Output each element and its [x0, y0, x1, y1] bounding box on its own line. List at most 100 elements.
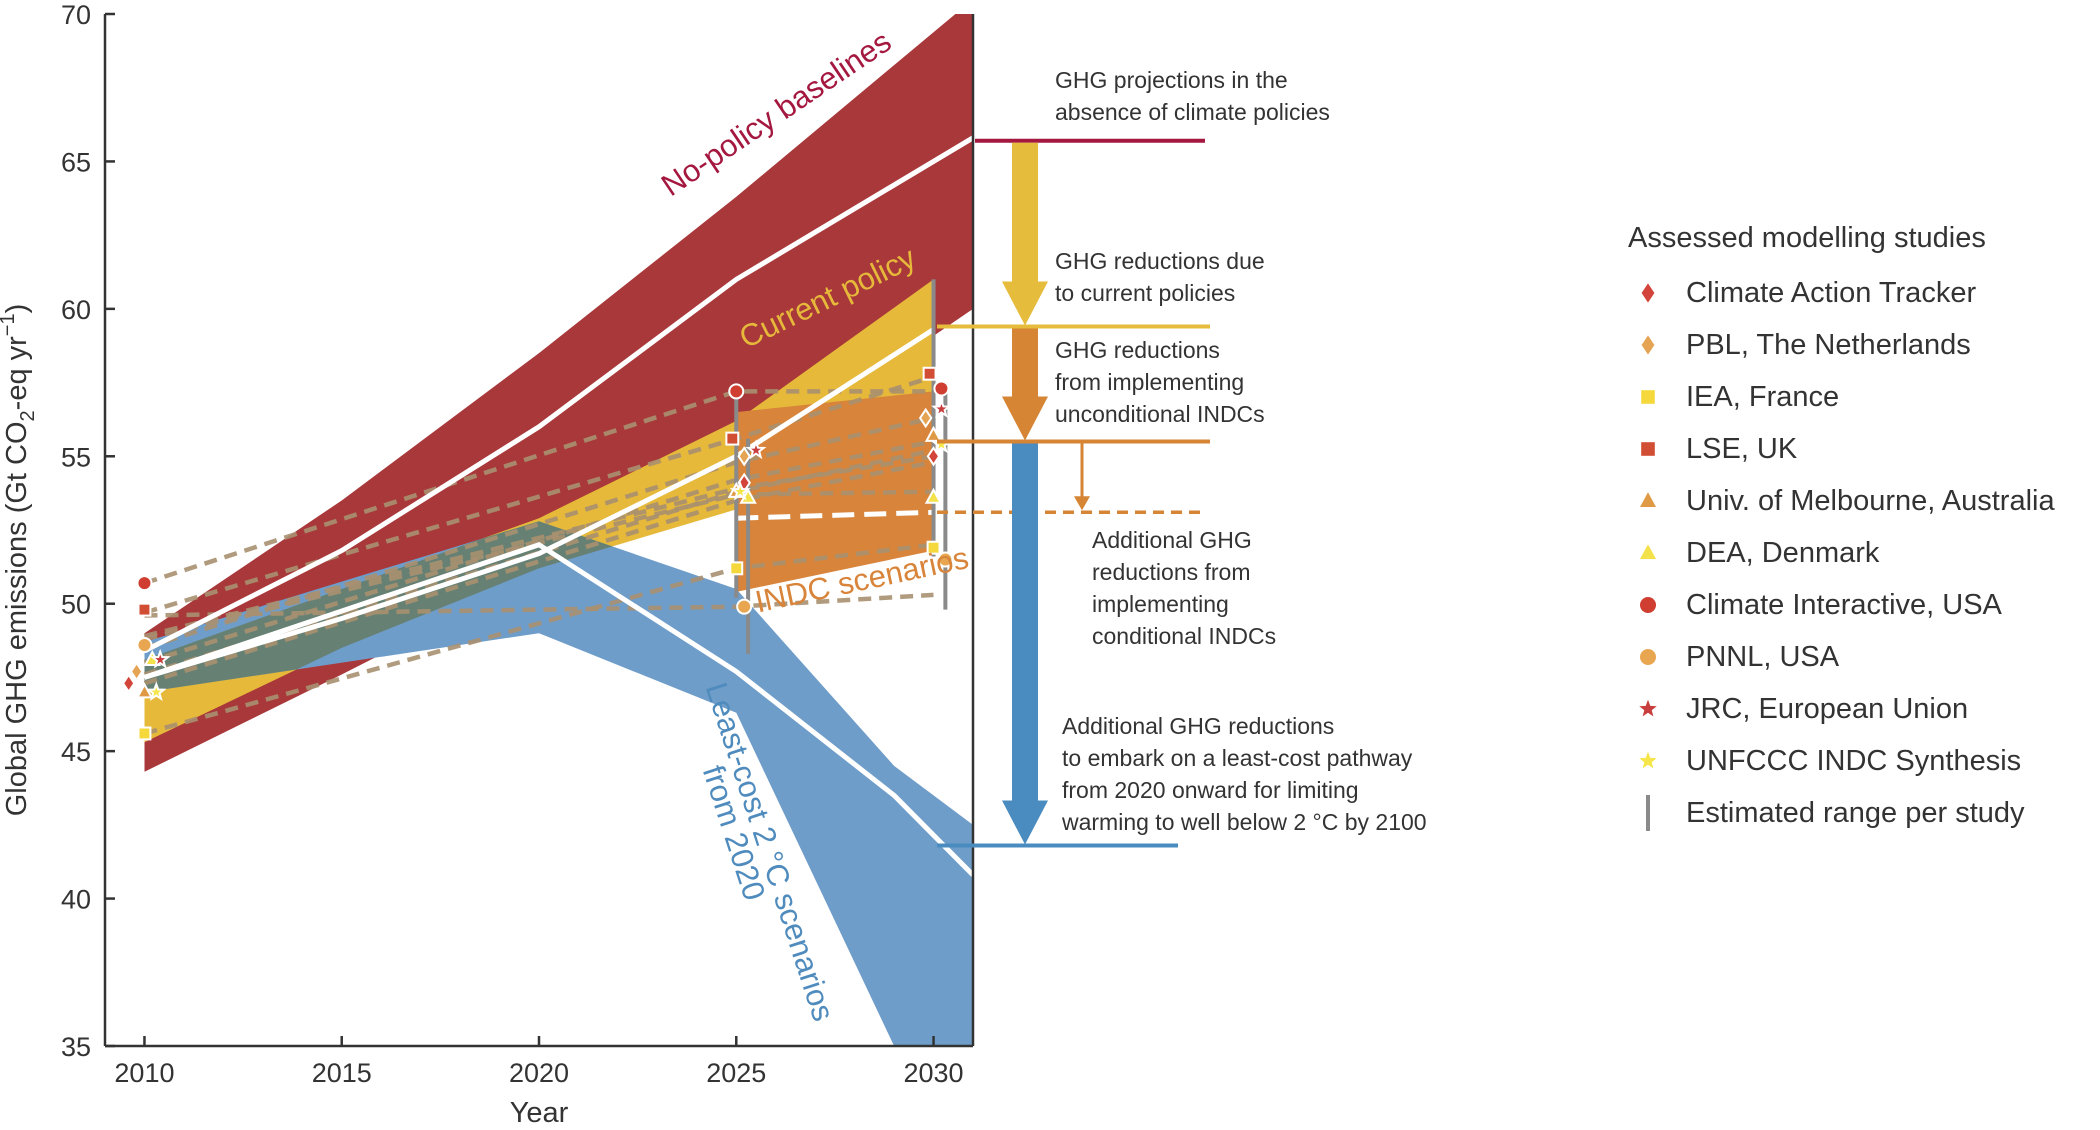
annotation-line: Additional GHG reductions [1062, 713, 1335, 739]
current-policy-median-line [143, 327, 935, 680]
legend: Assessed modelling studies Climate Actio… [1628, 222, 2055, 839]
x-tick-label: 2020 [509, 1058, 569, 1088]
indc-median-line [736, 509, 934, 521]
least-cost-band [144, 521, 973, 1046]
y-axis-title-part: -eq yr [1, 336, 33, 410]
study-marker [136, 636, 153, 653]
legend-label: DEA, Denmark [1686, 536, 1880, 569]
y-tick-label: 60 [61, 295, 91, 325]
y-tick-label: 65 [61, 147, 91, 177]
y-tick-label: 40 [61, 885, 91, 915]
legend-label: JRC, European Union [1686, 692, 1969, 725]
study-marker [926, 540, 941, 555]
annotation-no-policy: GHG projections in the absence of climat… [1055, 64, 1330, 128]
legend-label: Estimated range per study [1686, 796, 2025, 829]
study-marker [937, 551, 954, 568]
star-marker-icon [1628, 689, 1668, 729]
diamond-marker-icon [1628, 273, 1668, 313]
unconditional-indc-reduction-arrow [1002, 328, 1048, 441]
y-tick-label: 50 [61, 590, 91, 620]
annotation-line: unconditional INDCs [1055, 401, 1265, 427]
legend-title: Assessed modelling studies [1628, 222, 1986, 254]
legend-item: IEA, France [1628, 371, 2055, 423]
legend-item: LSE, UK [1628, 423, 2055, 475]
no-policy-median-line [143, 135, 973, 654]
legend-marker [1641, 390, 1655, 404]
legend-label: PBL, The Netherlands [1686, 328, 1971, 361]
y-tick-label: 55 [61, 442, 91, 472]
legend-label: Climate Action Tracker [1686, 276, 1977, 309]
triangle-marker-icon [1628, 481, 1668, 521]
x-tick-label: 2030 [904, 1058, 964, 1088]
x-tick-label: 2010 [114, 1058, 174, 1088]
legend-marker-svg [1641, 390, 1655, 404]
y-axis-title-part: Global GHG emissions (Gt CO [1, 421, 33, 816]
legend-marker [1639, 751, 1657, 769]
legend-marker-svg [1639, 699, 1657, 717]
study-marker [922, 366, 937, 381]
study-marker [933, 380, 950, 397]
triangle-marker-icon [1628, 533, 1668, 573]
legend-label: IEA, France [1686, 380, 1840, 413]
legend-item-range: Estimated range per study [1628, 787, 2055, 839]
legend-item: DEA, Denmark [1628, 527, 2055, 579]
annotation-line: implementing [1092, 591, 1229, 617]
y-axis-title-part: ) [1, 304, 33, 314]
legend-marker-svg [1639, 751, 1657, 769]
legend-label: PNNL, USA [1686, 640, 1840, 673]
square-marker-icon [1628, 429, 1668, 469]
study-marker [137, 602, 152, 617]
study-marker [725, 431, 740, 446]
legend-item: Climate Action Tracker [1628, 267, 2055, 319]
circle-marker-icon [1628, 585, 1668, 625]
study-marker [737, 446, 752, 467]
annotation-unconditional-indc: GHG reductions from implementing uncondi… [1055, 334, 1265, 430]
legend-marker-svg [1640, 597, 1656, 613]
annotation-current-policy: GHG reductions due to current policies [1055, 245, 1265, 309]
study-marker [121, 673, 136, 694]
study-marker [729, 480, 751, 501]
y-axis-title-part: 2 [17, 410, 39, 421]
legend-marker [1640, 492, 1656, 507]
legend-label: Univ. of Melbourne, Australia [1686, 484, 2055, 517]
legend-marker [1641, 335, 1655, 355]
annotation-line: from implementing [1055, 369, 1245, 395]
study-marker [736, 598, 753, 615]
legend-marker [1640, 544, 1656, 559]
legend-marker [1641, 442, 1655, 456]
study-marker [931, 398, 952, 418]
legend-marker-svg [1640, 492, 1656, 507]
x-tick-label: 2025 [706, 1058, 766, 1088]
legend-marker-svg [1641, 442, 1655, 456]
y-tick-label: 45 [61, 737, 91, 767]
annotation-line: GHG reductions due [1055, 248, 1265, 274]
legend-marker-svg [1641, 283, 1655, 303]
legend-item: Univ. of Melbourne, Australia [1628, 475, 2055, 527]
annotation-line: Additional GHG [1092, 527, 1252, 553]
legend-items: Climate Action Tracker PBL, The Netherlan… [1628, 267, 2055, 787]
least-cost-median-line [143, 541, 973, 877]
study-marker [135, 682, 154, 699]
legend-item: Climate Interactive, USA [1628, 579, 2055, 631]
legend-marker [1640, 597, 1656, 613]
conditional-indc-arrow-head [1074, 496, 1090, 511]
study-marker [918, 407, 933, 429]
annotation-line: to current policies [1055, 280, 1236, 306]
study-marker [924, 425, 943, 442]
legend-label: LSE, UK [1686, 432, 1798, 465]
study-marker [729, 561, 744, 576]
legend-label: Climate Interactive, USA [1686, 588, 2002, 621]
current-policy-reduction-arrow [1002, 142, 1048, 326]
star-marker-icon [1628, 741, 1668, 781]
legend-item: PBL, The Netherlands [1628, 319, 2055, 371]
legend-marker [1639, 699, 1657, 717]
annotation-line: GHG reductions [1055, 337, 1220, 363]
x-axis-title: Year [510, 1097, 569, 1129]
annotation-line: to embark on a least-cost pathway [1062, 745, 1413, 771]
y-tick-label: 35 [61, 1032, 91, 1062]
study-marker [728, 383, 745, 400]
overlap-band [144, 521, 934, 743]
study-marker [136, 575, 153, 592]
legend-item: UNFCCC INDC Synthesis [1628, 735, 2055, 787]
annotation-line: reductions from [1092, 559, 1251, 585]
